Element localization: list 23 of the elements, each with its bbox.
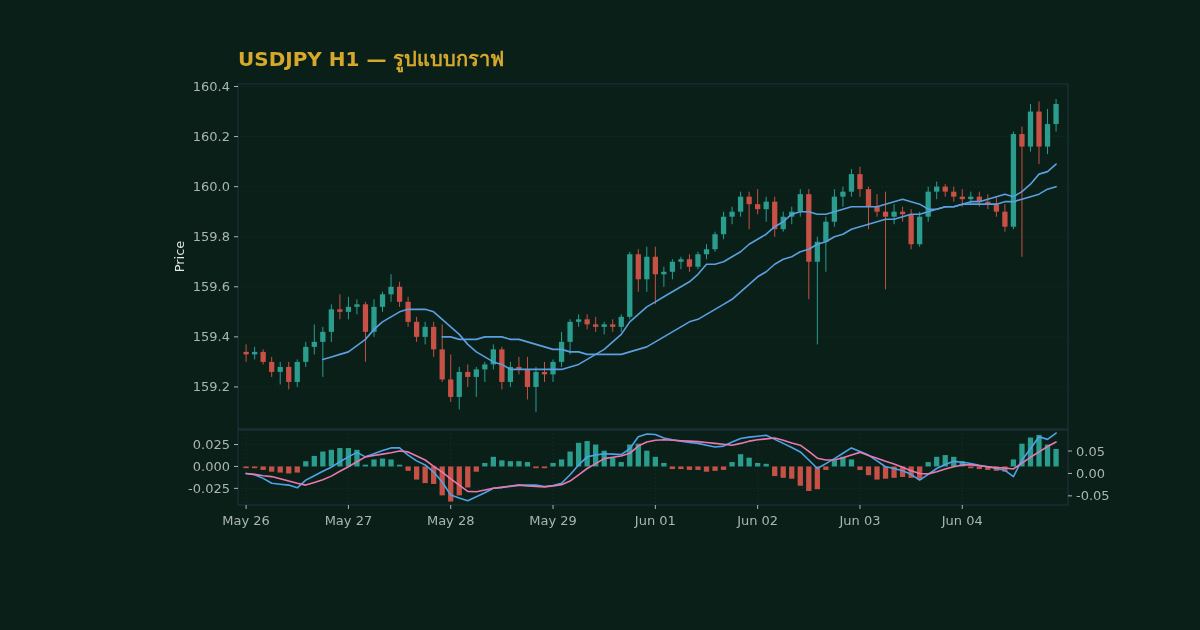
y-tick-label: 159.2 <box>192 379 230 395</box>
y-tick-label: 160.4 <box>192 79 230 94</box>
x-tick-label: Jun 01 <box>633 513 676 528</box>
chart-title: USDJPY H1 — รูปแบบกราฟ <box>238 47 505 73</box>
y-tick-label: 0.025 <box>192 437 230 453</box>
x-tick-label: May 27 <box>324 513 373 528</box>
y2-tick-label: -0.05 <box>1076 488 1110 504</box>
x-tick-label: Jun 04 <box>940 513 983 528</box>
y2-tick-label: 0.00 <box>1076 465 1105 481</box>
y-axis-title: Price <box>172 240 187 273</box>
x-tick-label: May 28 <box>426 513 475 528</box>
y-tick-label: 159.8 <box>192 229 230 245</box>
y-tick-label: 160.2 <box>192 129 230 145</box>
x-tick-label: Jun 02 <box>736 513 779 528</box>
y-tick-label: -0.025 <box>188 480 230 496</box>
x-tick-label: Jun 03 <box>838 513 881 528</box>
y-tick-label: 159.4 <box>192 329 230 345</box>
y-tick-label: 0.000 <box>192 458 230 474</box>
y-tick-label: 160.0 <box>192 179 230 195</box>
y-tick-label: 159.6 <box>192 279 230 295</box>
x-tick-label: May 26 <box>222 513 270 528</box>
y2-tick-label: 0.05 <box>1076 443 1105 459</box>
x-tick-label: May 29 <box>529 513 577 528</box>
